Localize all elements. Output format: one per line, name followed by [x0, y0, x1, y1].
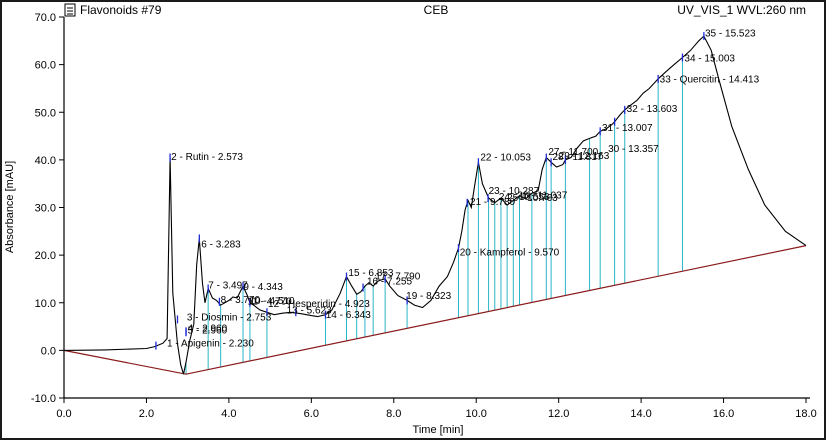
sample-title: Flavonoids #79 [80, 3, 162, 17]
peak-label: 5 - 2.960 [188, 325, 228, 336]
y-tick-label: 20.0 [35, 250, 56, 262]
peak-label: 24 - 10.553 [499, 192, 550, 203]
peak-label: 34 - 15.003 [684, 53, 735, 64]
y-ticks: -10.0 0.0 10.0 20.0 30.0 40.0 50.0 60.0 70.0 [31, 12, 64, 405]
peak-label: 21 - 9.780 [470, 197, 515, 208]
y-tick-label: 40.0 [35, 155, 56, 167]
peak-label: 1 - Apigenin - 2.230 [167, 339, 254, 350]
peak-label: 12 - Hesperidin - 4.923 [268, 299, 370, 310]
peak-label: 35 - 15.523 [705, 29, 756, 40]
x-tick-label: 0.0 [56, 408, 71, 420]
y-tick-label: 50.0 [35, 107, 56, 119]
peak-label: 4 - 2.960 [188, 323, 228, 334]
peak-label: 26 - 11.037 [517, 191, 567, 202]
x-tick-label: 8.0 [386, 408, 401, 420]
x-tick-label: 18.0 [795, 408, 816, 420]
peak-label: 7 - 3.497 [208, 281, 248, 292]
peak-label: 28 - 11.817 [552, 152, 602, 163]
y-tick-label: 0.0 [41, 345, 56, 357]
peak-label: 2 - Rutin - 2.573 [171, 152, 243, 163]
peak-label: 15 - 6.853 [348, 268, 393, 279]
y-tick-label: 60.0 [35, 60, 56, 72]
peak-drop-lines [185, 57, 683, 375]
y-tick-label: 10.0 [35, 298, 56, 310]
x-tick-label: 14.0 [630, 408, 651, 420]
peak-label: 19 - 8.323 [406, 291, 451, 302]
detector-title: UV_VIS_1 WVL:260 nm [677, 3, 806, 17]
peak-label: 14 - 6.343 [326, 310, 371, 321]
peak-label: 20 - Kampferol - 9.570 [460, 248, 560, 259]
peak-label: 3 - Diosmin - 2.753 [187, 313, 272, 324]
peak-label: 29 - 12.163 [559, 151, 610, 162]
chart-header: Flavonoids #79 CEB UV_VIS_1 WVL:260 nm [64, 3, 806, 17]
y-tick-label: 70.0 [35, 12, 56, 24]
y-tick-label: 30.0 [35, 203, 56, 215]
peak-label: 30 - 13.357 [608, 144, 659, 155]
chart-title: CEB [424, 3, 449, 17]
peak-label: 16 - 7.255 [367, 276, 412, 287]
x-tick-label: 4.0 [221, 408, 236, 420]
x-tick-label: 12.0 [548, 408, 569, 420]
peak-label: 13 - 5.623 [287, 305, 332, 316]
document-icon [64, 3, 76, 17]
absorbance-trace [63, 35, 807, 375]
peak-markers [155, 32, 705, 350]
peak-label: 32 - 13.603 [627, 104, 678, 115]
peak-label: 17 - 7.790 [375, 272, 420, 283]
peak-label: 11 - 4.770 [247, 296, 292, 307]
peak-label: 8 - 3.770 [221, 295, 261, 306]
y-axis-label: Absorbance [mAU] [4, 161, 16, 253]
x-axis-label: Time [min] [413, 424, 464, 436]
peak-label: 6 - 3.283 [201, 240, 241, 251]
x-ticks: 0.0 2.0 4.0 6.0 8.0 10.0 12.0 14.0 16.0 18.0 [56, 398, 817, 420]
x-tick-label: 16.0 [713, 408, 734, 420]
peak-label: 31 - 13.007 [602, 123, 653, 134]
peak-label: 22 - 10.053 [480, 152, 531, 163]
peak-labels: 1 - Apigenin - 2.230 2 - Rutin - 2.573 3 -… [167, 29, 760, 350]
peak-label: 23 - 10.287 [489, 186, 540, 197]
y-tick-label: -10.0 [31, 393, 56, 405]
x-tick-label: 2.0 [139, 408, 154, 420]
x-tick-label: 6.0 [304, 408, 319, 420]
peak-label: 25 - 10.763 [507, 193, 558, 204]
peak-label: 10 - 4.510 [250, 296, 295, 307]
peak-label: 9 - 4.343 [243, 282, 283, 293]
peak-label: 33 - Quercitin - 14.413 [660, 74, 760, 85]
integration-baseline [63, 245, 807, 375]
peak-label: 27 - 11.700 [548, 147, 598, 158]
x-tick-label: 10.0 [466, 408, 487, 420]
